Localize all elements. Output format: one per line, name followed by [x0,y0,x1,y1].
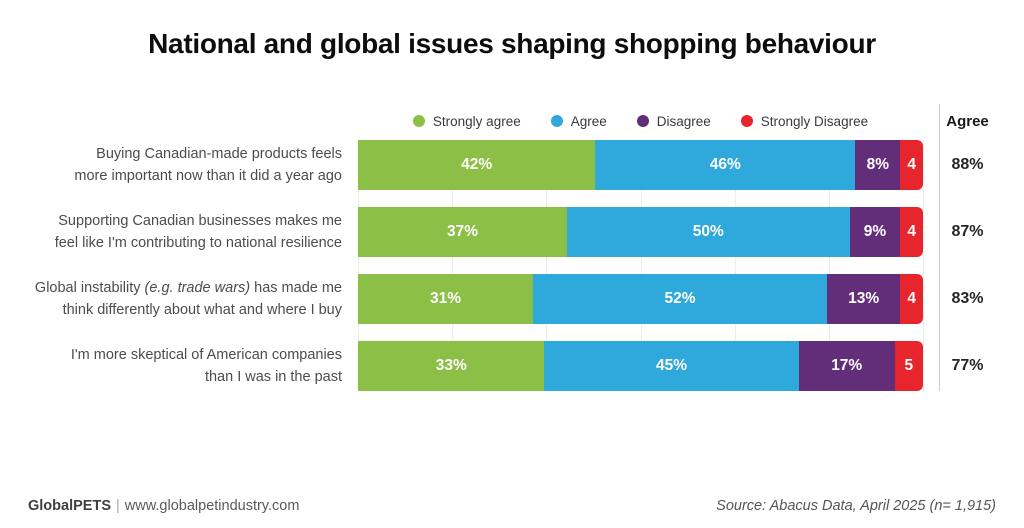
segment-value-label: 45% [656,357,688,374]
bar-segment-strongly-disagree: 5 [894,341,923,391]
agree-dot-icon [550,115,563,127]
legend-label: Strongly agree [432,113,521,129]
segment-value-label: 4 [907,223,916,240]
table-row: I'm more skeptical of American companies… [28,341,996,391]
legend-item-strongly-disagree: Strongly Disagree [740,113,869,129]
segment-value-label: 4 [907,156,916,173]
segment-value-label: 46% [709,156,741,173]
segment-value-label: 8% [866,156,889,173]
source-attribution: Source: Abacus Data, April 2025 (n= 1,91… [716,498,996,514]
segment-value-label: 17% [831,357,863,374]
bar-segment-agree: 45% [544,341,799,391]
bar-segment-strongly-agree: 33% [358,341,545,391]
segment-value-label: 33% [435,357,467,374]
table-row: Buying Canadian-made products feels more… [28,140,996,190]
bar-track: 37% 50% 9% 4 [358,207,923,257]
legend-label: Strongly Disagree [760,113,869,129]
segment-value-label: 52% [664,290,696,307]
agree-total-value: 88% [951,156,984,173]
bar-segment-strongly-disagree: 4 [900,274,923,324]
segment-value-label: 5 [904,357,914,374]
footer: GlobalPETS | www.globalpetindustry.com Sou… [28,498,996,514]
disagree-dot-icon [636,115,649,127]
agree-total-value: 87% [951,223,984,240]
agree-column-header: Agree [946,112,989,130]
bar-segment-disagree: 8% [855,140,901,190]
legend-item-strongly-agree: Strongly agree [412,113,521,129]
legend-row: Strongly agree Agree Disagree Strongly D… [28,102,996,140]
bar-track: 31% 52% 13% 4 [358,274,923,324]
bar-segment-strongly-agree: 42% [358,140,596,190]
chart-rows: Buying Canadian-made products feels more… [28,140,996,391]
bar-segment-agree: 50% [567,207,850,257]
table-row: Supporting Canadian businesses makes me … [28,207,996,257]
brand-name: GlobalPETS [28,498,111,514]
table-row: Global instability (e.g. trade wars) has… [28,274,996,324]
segment-value-label: 37% [447,223,479,240]
legend-item-agree: Agree [550,113,607,129]
row-label: Supporting Canadian businesses makes me … [54,213,342,251]
strongly-disagree-dot-icon [740,115,753,127]
bar-segment-strongly-agree: 31% [358,274,534,324]
agree-total-value: 77% [951,357,984,374]
bar-segment-disagree: 9% [849,207,901,257]
segment-value-label: 31% [430,290,462,307]
agree-total-value: 83% [951,290,984,307]
bar-segment-strongly-agree: 37% [358,207,568,257]
page-title: National and global issues shaping shopp… [148,28,876,59]
legend-item-disagree: Disagree [636,113,711,129]
row-label: I'm more skeptical of American companies… [70,347,342,385]
bar-segment-strongly-disagree: 4 [900,140,923,190]
legend: Strongly agree Agree Disagree Strongly D… [358,114,923,129]
row-label: Buying Canadian-made products feels more… [74,146,342,184]
segment-value-label: 42% [461,156,493,173]
segment-value-label: 4 [907,290,916,307]
bar-segment-agree: 46% [595,140,856,190]
bar-segment-agree: 52% [533,274,827,324]
bar-segment-disagree: 17% [798,341,895,391]
stacked-bar-chart: Strongly agree Agree Disagree Strongly D… [28,102,996,391]
segment-value-label: 9% [863,223,887,240]
agree-column-divider [939,104,940,391]
bar-track: 42% 46% 8% 4 [358,140,923,190]
legend-label: Agree [570,113,607,129]
segment-value-label: 13% [848,290,880,307]
bar-segment-disagree: 13% [826,274,901,324]
footer-brand-line: GlobalPETS | www.globalpetindustry.com [28,498,299,514]
row-label: Global instability (e.g. trade wars) has… [34,280,342,318]
bar-track: 33% 45% 17% 5 [358,341,923,391]
bar-segment-strongly-disagree: 4 [900,207,923,257]
segment-value-label: 50% [692,223,724,240]
footer-website: www.globalpetindustry.com [124,498,300,514]
strongly-agree-dot-icon [412,115,425,127]
footer-separator: | [116,498,120,514]
legend-label: Disagree [656,113,711,129]
